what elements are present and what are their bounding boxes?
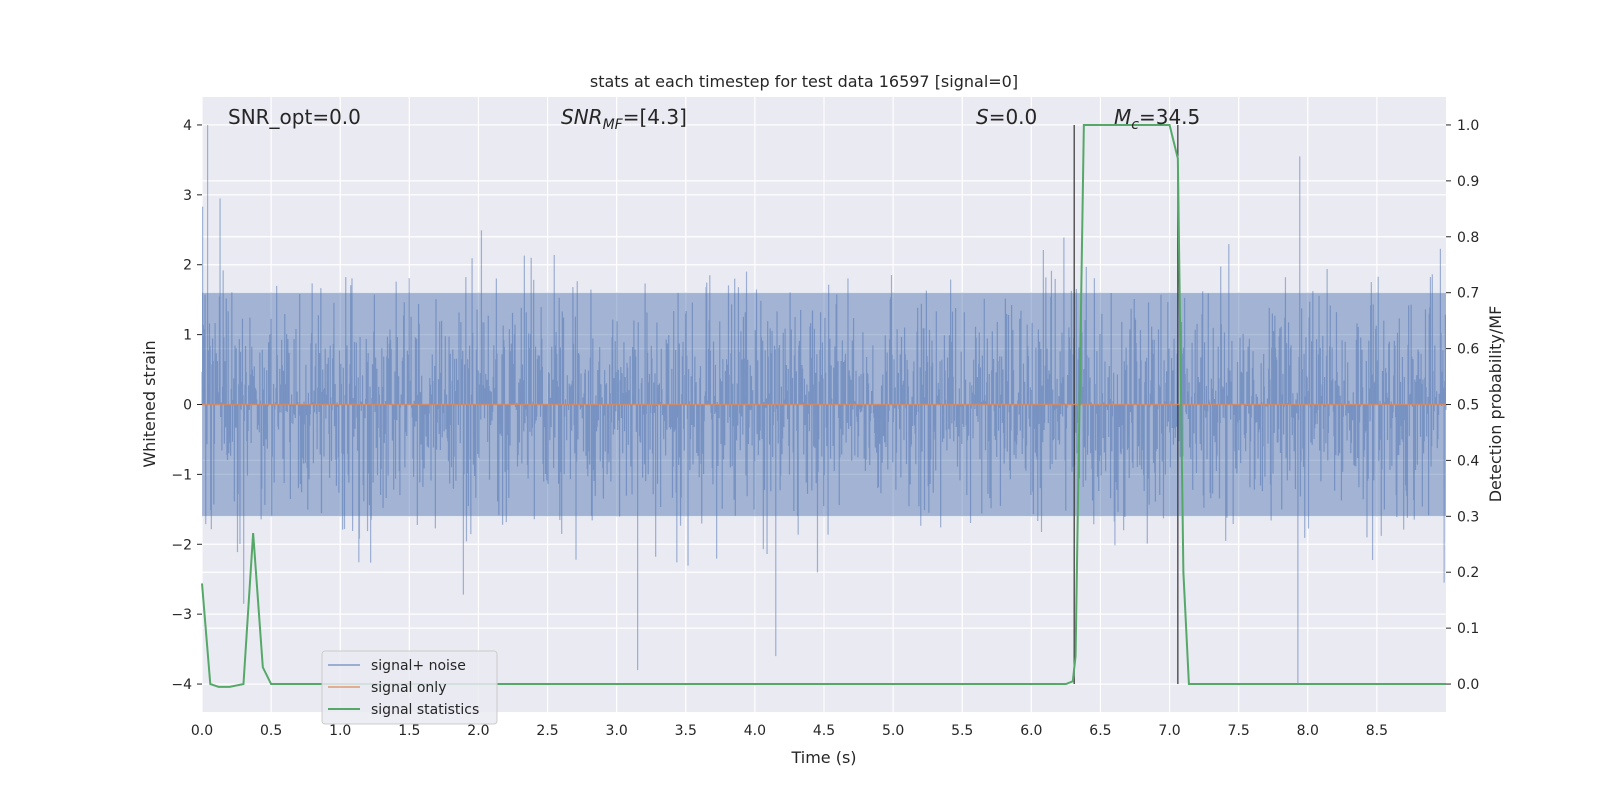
y-right-tick-label: 0.8 [1457, 230, 1479, 246]
legend: signal+ noise signal only signal statist… [321, 650, 498, 725]
x-tick-label: 8.0 [1297, 723, 1319, 739]
y-right-tick-label: 0.5 [1457, 398, 1479, 414]
y-tick-label: −4 [171, 677, 192, 693]
legend-label-noise: signal+ noise [371, 658, 466, 674]
x-tick-label: 5.5 [951, 723, 973, 739]
annotation-mc: Mc=34.5 [1114, 105, 1200, 133]
y-right-tick-label: 0.3 [1457, 509, 1479, 525]
y-right-tick-label: 0.0 [1457, 677, 1479, 693]
x-tick-label: 4.0 [744, 723, 766, 739]
x-tick-label: 2.0 [467, 723, 489, 739]
x-tick-label: 0.5 [260, 723, 282, 739]
y-right-axis-label: Detection probability/MF [1486, 306, 1505, 503]
y-tick-label: −1 [171, 467, 192, 483]
x-tick-label: 6.0 [1020, 723, 1042, 739]
x-tick-label: 1.5 [398, 723, 420, 739]
chart-title: stats at each timestep for test data 165… [590, 72, 1018, 91]
y-axis-label: Whitened strain [140, 340, 159, 467]
y-tick-label: 2 [183, 258, 192, 274]
y-tick-labels: 4 3 2 1 0 −1 −2 −3 −4 [171, 118, 202, 693]
noise-trace [201, 124, 1447, 685]
x-tick-label: 3.0 [606, 723, 628, 739]
x-tick-label: 7.5 [1228, 723, 1250, 739]
x-tick-label: 7.0 [1158, 723, 1180, 739]
x-tick-label: 4.5 [813, 723, 835, 739]
series-line-1 [201, 123, 1446, 688]
y-tick-label: 1 [183, 328, 192, 344]
y-right-tick-labels: 1.0 0.9 0.8 0.7 0.6 0.5 0.4 0.3 0.2 0.1 0.0 [1446, 118, 1479, 693]
x-tick-label: 1.0 [329, 723, 351, 739]
y-tick-label: −2 [171, 537, 192, 553]
annotation-s: S=0.0 [976, 105, 1037, 129]
y-right-tick-label: 0.6 [1457, 342, 1479, 358]
y-right-tick-label: 1.0 [1457, 118, 1479, 134]
annotation-snr-opt: SNR_opt=0.0 [228, 105, 361, 129]
series-lines [201, 123, 1446, 688]
annotation-snr-mf: SNRMF=[4.3] [561, 105, 687, 133]
y-right-tick-label: 0.7 [1457, 286, 1479, 302]
y-right-tick-label: 0.9 [1457, 174, 1479, 190]
x-tick-label: 6.5 [1089, 723, 1111, 739]
x-axis-label: Time (s) [790, 748, 856, 767]
x-tick-label: 0.0 [191, 723, 213, 739]
y-tick-label: 4 [183, 118, 192, 134]
x-tick-label: 5.0 [882, 723, 904, 739]
y-right-tick-label: 0.4 [1457, 453, 1479, 469]
x-tick-label: 3.5 [675, 723, 697, 739]
x-tick-label: 8.5 [1366, 723, 1388, 739]
y-tick-label: −3 [171, 607, 192, 623]
y-right-tick-label: 0.1 [1457, 621, 1479, 637]
legend-label-statistics: signal statistics [371, 702, 479, 718]
y-tick-label: 3 [183, 188, 192, 204]
legend-box [321, 650, 498, 725]
y-right-tick-label: 0.2 [1457, 565, 1479, 581]
y-tick-label: 0 [183, 398, 192, 414]
x-tick-label: 2.5 [536, 723, 558, 739]
x-tick-labels: 0.0 0.5 1.0 1.5 2.0 2.5 3.0 3.5 4.0 4.5 5.0 5.5 6.0 6… [191, 723, 1388, 739]
legend-label-signal-only: signal only [371, 680, 446, 696]
